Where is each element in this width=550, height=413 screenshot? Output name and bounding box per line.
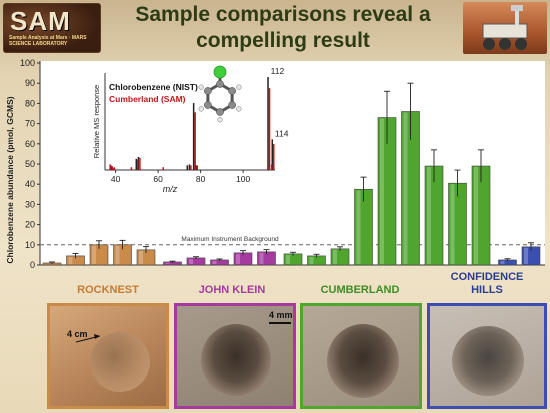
bar-highlight — [356, 190, 361, 264]
label-rocknest: ROCKNEST — [77, 284, 139, 296]
bar-highlight — [500, 260, 505, 264]
bar-highlight — [212, 260, 217, 264]
y-tick-label: 0 — [30, 260, 35, 270]
carbon-atom — [204, 87, 212, 95]
bar-series — [42, 82, 541, 266]
bar-highlight — [139, 250, 143, 264]
rocknest-scale-label: 4 cm — [67, 329, 88, 339]
rover-image — [463, 2, 547, 54]
bar-highlight — [236, 253, 240, 264]
bar-highlight — [450, 184, 455, 264]
inset-legend-nist: Chlorobenzene (NIST) — [109, 82, 198, 92]
chlorine-atom — [213, 65, 227, 79]
inset-x-tick-label: 60 — [153, 174, 163, 184]
john-klein-scale-bar — [269, 322, 291, 324]
y-tick-label: 60 — [25, 139, 35, 149]
inset-x-tick-label: 80 — [196, 174, 206, 184]
bar-highlight — [403, 112, 408, 264]
carbon-atom — [228, 101, 236, 109]
bar-highlight — [286, 254, 290, 264]
bar-group-john-klein — [163, 249, 276, 266]
logo-text: SAM — [10, 6, 71, 36]
bar-highlight — [115, 245, 120, 264]
hydrogen-atom — [198, 84, 204, 90]
inset-legend-sam: Cumberland (SAM) — [109, 94, 186, 104]
john-klein-scale-label: 4 mm — [269, 310, 293, 320]
background-line-label: Maximum Instrument Background — [181, 236, 279, 243]
inset-y-label: Relative MS response — [92, 85, 101, 158]
bar-highlight — [309, 256, 314, 264]
y-axis-label: Chlorobenzene abundance (pmol, GCMS) — [5, 96, 15, 263]
y-tick-label: 20 — [25, 220, 35, 230]
bar-group-rocknest — [42, 239, 156, 266]
page-title: Sample comparisons reveal a compelling r… — [108, 2, 458, 54]
bar-highlight — [380, 118, 384, 264]
bar-highlight — [189, 258, 193, 264]
y-tick-label: 50 — [25, 159, 35, 169]
y-tick-label: 90 — [25, 78, 35, 88]
carbon-atom — [204, 101, 212, 109]
photo-confidence-hills — [427, 303, 547, 409]
photo-john-klein: 4 mm — [174, 303, 296, 409]
bar-highlight — [68, 256, 73, 264]
title-bar: SAM Sample Analysis at Mars · MARS SCIEN… — [0, 0, 550, 58]
label-confidence-hills-line-1: CONFIDENCE — [450, 271, 524, 283]
bar-highlight — [474, 167, 478, 264]
bar-highlight — [165, 262, 170, 264]
y-tick-label: 100 — [20, 58, 35, 68]
title-line-2: compelling result — [196, 29, 370, 52]
bar-highlight — [92, 245, 96, 264]
y-tick-label: 40 — [25, 179, 35, 189]
inset-x-label: m/z — [163, 184, 178, 194]
bar-highlight — [524, 247, 528, 264]
y-tick-label: 10 — [25, 240, 35, 250]
title-line-1: Sample comparisons reveal a — [135, 3, 431, 26]
bar-highlight — [259, 252, 264, 264]
y-tick-label: 80 — [25, 98, 35, 108]
chlorobenzene-chart: 0 10 20 30 40 50 60 70 80 90 100 Maximum Instrumen… — [5, 58, 545, 270]
y-tick-label: 30 — [25, 199, 35, 209]
logo-subtext: Sample Analysis at Mars · MARS SCIENCE L… — [9, 35, 87, 47]
sam-logo: SAM Sample Analysis at Mars · MARS SCIEN… — [3, 3, 101, 53]
hydrogen-atom — [236, 106, 242, 112]
mass-spectrum-inset: 40 60 80 100 112 114 Relative MS response m/z Ch… — [92, 65, 289, 194]
y-tick-label: 70 — [25, 119, 35, 129]
hydrogen-atom — [236, 84, 242, 90]
bar-group-confidence-hills — [498, 242, 541, 266]
inset-x-tick-label: 40 — [111, 174, 121, 184]
peak-label-112: 112 — [271, 66, 285, 76]
label-confidence-hills-line-2: HILLS — [471, 284, 503, 296]
chlorobenzene-molecule-icon — [198, 65, 242, 123]
label-confidence-hills: CONFIDENCE HILLS — [428, 271, 546, 297]
bar-group-cumberland — [283, 82, 491, 266]
hydrogen-atom — [217, 117, 223, 123]
photo-rocknest: 4 cm — [47, 303, 169, 409]
bar-highlight — [427, 167, 431, 264]
bar-highlight — [333, 249, 337, 264]
inset-x-tick-label: 100 — [236, 174, 250, 184]
carbon-atom — [216, 80, 224, 88]
label-john-klein: JOHN KLEIN — [198, 284, 266, 296]
carbon-atom — [228, 87, 236, 95]
label-cumberland: CUMBERLAND — [320, 284, 400, 296]
carbon-atom — [216, 108, 224, 116]
peak-label-114: 114 — [275, 128, 289, 138]
hydrogen-atom — [198, 106, 204, 112]
photo-cumberland — [300, 303, 422, 409]
rover-icon — [482, 5, 528, 50]
